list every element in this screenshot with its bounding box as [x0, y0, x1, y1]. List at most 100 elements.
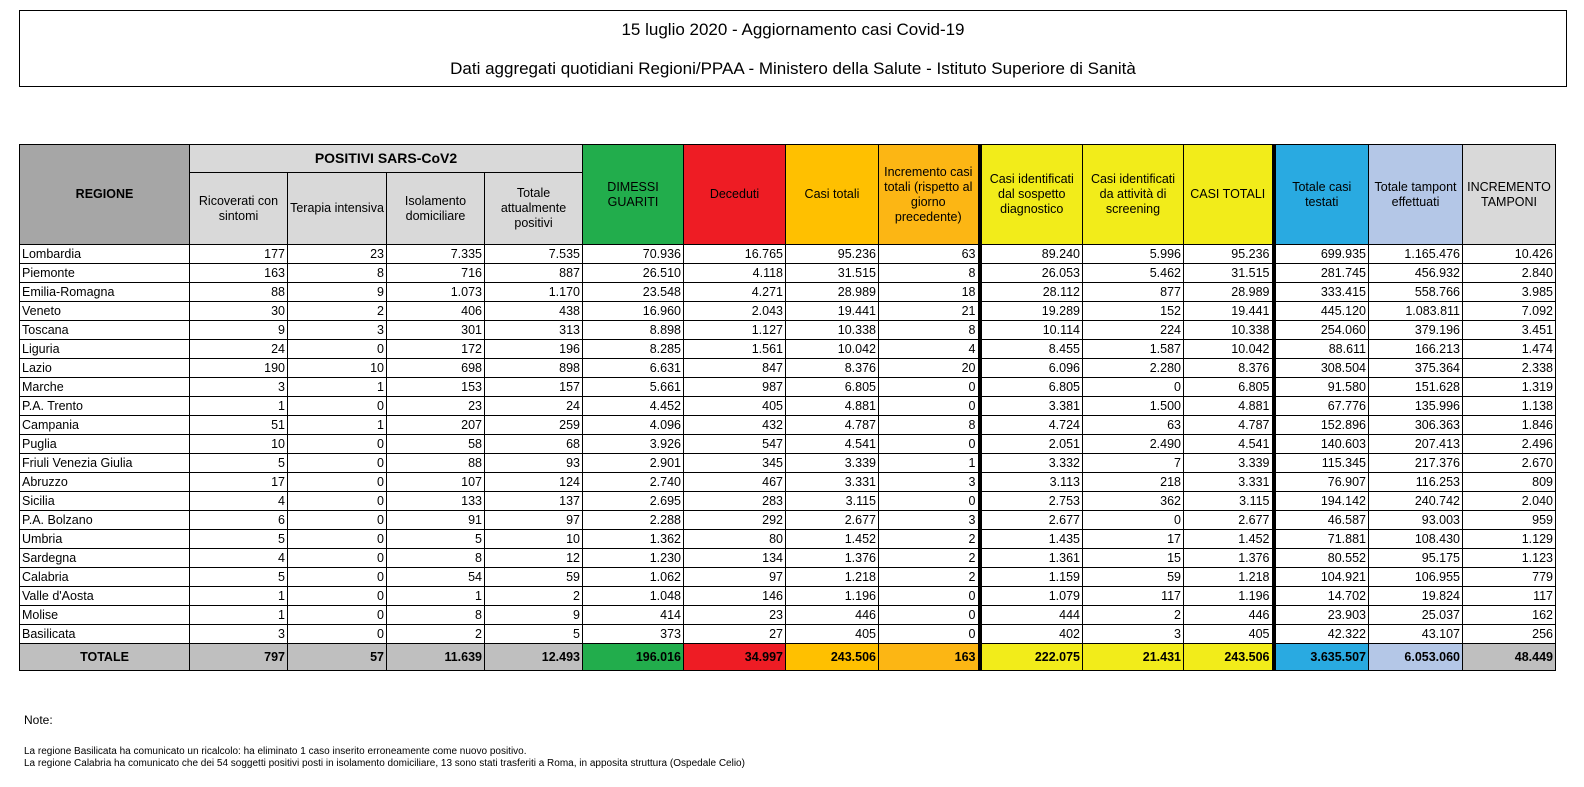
cell-deceduti: 80 — [683, 529, 786, 549]
cell-terapia-intensiva: 1 — [287, 377, 387, 397]
cell-casi-screening: 224 — [1082, 320, 1184, 340]
cell-deceduti: 345 — [683, 453, 786, 473]
cell-incremento-casi: 0 — [878, 624, 980, 644]
cell-regione: Valle d'Aosta — [19, 586, 190, 606]
cell-casi-totali: 1.376 — [785, 548, 879, 568]
cell-isolamento: 107 — [386, 472, 485, 492]
cell-tamponi: 166.213 — [1368, 339, 1463, 359]
cell-casi-screening: 21.431 — [1082, 643, 1184, 671]
header-casi-totali-2: CASI TOTALI — [1183, 144, 1274, 245]
cell-casi-testati: 104.921 — [1271, 567, 1369, 587]
cell-incremento-casi: 163 — [878, 643, 980, 671]
cell-deceduti: 847 — [683, 358, 786, 378]
cell-casi-totali: 3.339 — [785, 453, 879, 473]
cell-dimessi-guariti: 414 — [582, 605, 684, 625]
cell-casi-screening: 1.500 — [1082, 396, 1184, 416]
cell-totale-positivi: 196 — [484, 339, 583, 359]
cell-casi-sospetto: 1.159 — [977, 567, 1083, 587]
cell-incremento-tamponi: 1.129 — [1462, 529, 1556, 549]
cell-regione: Umbria — [19, 529, 190, 549]
cell-casi-sospetto: 8.455 — [977, 339, 1083, 359]
cell-incremento-tamponi: 1.123 — [1462, 548, 1556, 568]
cell-dimessi-guariti: 1.230 — [582, 548, 684, 568]
cell-casi-testati: 88.611 — [1271, 339, 1369, 359]
cell-casi-totali-2: 4.787 — [1183, 415, 1274, 435]
cell-regione: P.A. Trento — [19, 396, 190, 416]
cell-casi-totali-2: 2.677 — [1183, 510, 1274, 530]
cell-tamponi: 108.430 — [1368, 529, 1463, 549]
cell-incremento-casi: 2 — [878, 567, 980, 587]
cell-deceduti: 432 — [683, 415, 786, 435]
table-row: Friuli Venezia Giulia 5 0 88 93 2.901 345 3.339… — [19, 453, 1556, 473]
cell-incremento-tamponi: 162 — [1462, 605, 1556, 625]
cell-casi-testati: 46.587 — [1271, 510, 1369, 530]
table-row: Umbria 5 0 5 10 1.362 80 1.452 2 1.435 17 1.452 71.8… — [19, 529, 1556, 549]
cell-dimessi-guariti: 2.740 — [582, 472, 684, 492]
cell-casi-totali-2: 3.331 — [1183, 472, 1274, 492]
cell-terapia-intensiva: 23 — [287, 244, 387, 264]
cell-casi-sospetto: 1.435 — [977, 529, 1083, 549]
cell-incremento-casi: 21 — [878, 301, 980, 321]
cell-isolamento: 58 — [386, 434, 485, 454]
cell-tamponi: 207.413 — [1368, 434, 1463, 454]
cell-regione: TOTALE — [19, 643, 190, 671]
cell-casi-totali: 8.376 — [785, 358, 879, 378]
header-casi-testati: Totale casi testati — [1271, 144, 1369, 245]
header-casi-screening: Casi identificati da attività di screeni… — [1082, 144, 1184, 245]
table-row: Basilicata 3 0 2 5 373 27 405 0 402 3 405 42.322 43.1… — [19, 624, 1556, 644]
cell-totale-positivi: 68 — [484, 434, 583, 454]
cell-incremento-casi: 1 — [878, 453, 980, 473]
cell-casi-totali: 446 — [785, 605, 879, 625]
cell-casi-screening: 2.280 — [1082, 358, 1184, 378]
cell-casi-totali-2: 10.338 — [1183, 320, 1274, 340]
cell-dimessi-guariti: 1.062 — [582, 567, 684, 587]
cell-casi-totali-2: 3.115 — [1183, 491, 1274, 511]
cell-tamponi: 93.003 — [1368, 510, 1463, 530]
cell-ricoverati: 5 — [189, 453, 288, 473]
table-row: P.A. Bolzano 6 0 91 97 2.288 292 2.677 3 2.677 0 2.… — [19, 510, 1556, 530]
table-row: Molise 1 0 8 9 414 23 446 0 444 2 446 23.903 25.037 16… — [19, 605, 1556, 625]
cell-casi-sospetto: 26.053 — [977, 263, 1083, 283]
cell-ricoverati: 4 — [189, 491, 288, 511]
cell-totale-positivi: 5 — [484, 624, 583, 644]
cell-ricoverati: 177 — [189, 244, 288, 264]
cell-deceduti: 547 — [683, 434, 786, 454]
cell-casi-sospetto: 3.113 — [977, 472, 1083, 492]
cell-casi-testati: 23.903 — [1271, 605, 1369, 625]
cell-regione: Liguria — [19, 339, 190, 359]
cell-dimessi-guariti: 1.048 — [582, 586, 684, 606]
cell-ricoverati: 24 — [189, 339, 288, 359]
cell-casi-sospetto: 6.096 — [977, 358, 1083, 378]
cell-deceduti: 467 — [683, 472, 786, 492]
cell-casi-totali-2: 28.989 — [1183, 282, 1274, 302]
cell-deceduti: 1.561 — [683, 339, 786, 359]
cell-incremento-tamponi: 7.092 — [1462, 301, 1556, 321]
cell-incremento-tamponi: 10.426 — [1462, 244, 1556, 264]
cell-isolamento: 11.639 — [386, 643, 485, 671]
cell-regione: Marche — [19, 377, 190, 397]
cell-regione: Molise — [19, 605, 190, 625]
cell-casi-testati: 91.580 — [1271, 377, 1369, 397]
cell-isolamento: 207 — [386, 415, 485, 435]
cell-ricoverati: 163 — [189, 263, 288, 283]
cell-dimessi-guariti: 70.936 — [582, 244, 684, 264]
cell-casi-totali: 4.787 — [785, 415, 879, 435]
cell-casi-screening: 1.587 — [1082, 339, 1184, 359]
cell-terapia-intensiva: 0 — [287, 472, 387, 492]
table-row: Marche 3 1 153 157 5.661 987 6.805 0 6.805 0 6.805 9… — [19, 377, 1556, 397]
cell-casi-screening: 59 — [1082, 567, 1184, 587]
cell-casi-testati: 445.120 — [1271, 301, 1369, 321]
cell-deceduti: 97 — [683, 567, 786, 587]
cell-tamponi: 240.742 — [1368, 491, 1463, 511]
cell-casi-testati: 333.415 — [1271, 282, 1369, 302]
cell-ricoverati: 797 — [189, 643, 288, 671]
cell-regione: Campania — [19, 415, 190, 435]
cell-casi-totali: 3.331 — [785, 472, 879, 492]
cell-totale-positivi: 10 — [484, 529, 583, 549]
header-positivi-group: POSITIVI SARS-CoV2 — [189, 144, 583, 173]
cell-incremento-tamponi: 779 — [1462, 567, 1556, 587]
cell-casi-testati: 281.745 — [1271, 263, 1369, 283]
cell-casi-sospetto: 3.332 — [977, 453, 1083, 473]
cell-ricoverati: 190 — [189, 358, 288, 378]
cell-casi-testati: 67.776 — [1271, 396, 1369, 416]
